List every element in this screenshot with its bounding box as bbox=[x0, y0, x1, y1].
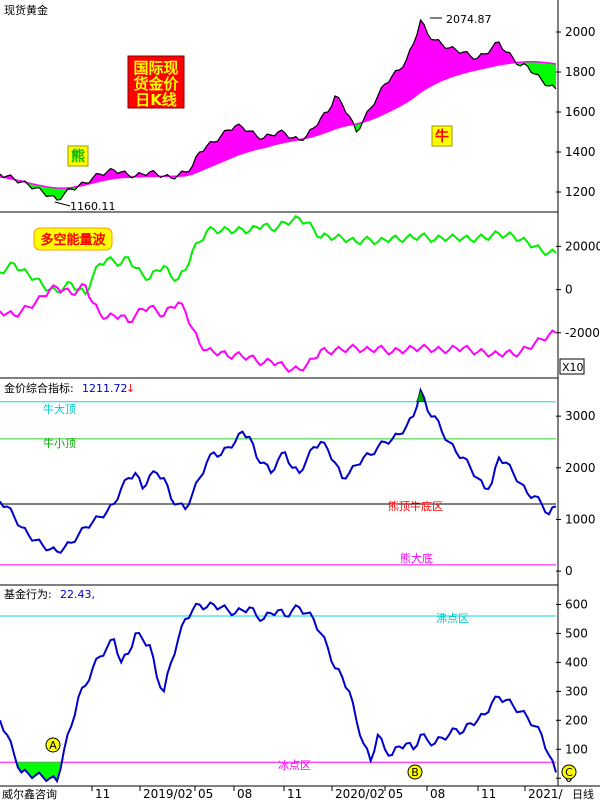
energy-pane: 多空能量波 20000 0 -20000 X10 bbox=[0, 214, 600, 375]
fund-behavior-line bbox=[0, 601, 557, 784]
bear-bottom-label: 熊顶牛底区 bbox=[388, 499, 443, 513]
x-tick-label: 2021/ bbox=[528, 787, 564, 800]
x-tick-label: 11 bbox=[481, 787, 496, 800]
axis-tick-label: 200 bbox=[565, 713, 588, 727]
axis-tick-label: 100 bbox=[565, 742, 588, 756]
axis-tick-label: 1200 bbox=[565, 185, 596, 199]
axis-tick-label: 1600 bbox=[565, 105, 596, 119]
index-value: 1211.72 bbox=[82, 382, 128, 395]
x-axis: 威尔鑫咨询 11 2019/02 05 08 11 2020/02 05 08 11 2021/ … bbox=[2, 786, 594, 800]
x-tick-label: 2020/02 bbox=[335, 787, 385, 800]
bull-label: 牛 bbox=[435, 128, 449, 145]
index-axis: 3000 2000 1000 0 bbox=[556, 409, 596, 578]
fund-value: 22.43, bbox=[60, 588, 95, 601]
marker-c: C bbox=[561, 764, 577, 780]
price-line bbox=[0, 18, 557, 201]
x-tick-label: 11 bbox=[95, 787, 110, 800]
period-label: 日线 bbox=[572, 787, 594, 800]
bear-energy-line bbox=[0, 283, 557, 374]
axis-tick-label: 0 bbox=[565, 283, 573, 297]
x-axis-ticks: 11 2019/02 05 08 11 2020/02 05 08 11 2021/ bbox=[91, 786, 564, 800]
axis-tick-label: 1800 bbox=[565, 65, 596, 79]
bull-badge: 牛 bbox=[431, 125, 453, 147]
fund-reference-lines bbox=[0, 615, 556, 763]
unit-box bbox=[559, 358, 585, 375]
axis-tick-label: -20000 bbox=[565, 326, 600, 340]
fund-axis: 6005004003002001000 bbox=[556, 597, 588, 785]
x-tick-label: 11 bbox=[287, 787, 302, 800]
cold-zone-label: 冰点区 bbox=[278, 759, 311, 772]
min-price-label: 1160.11 bbox=[70, 200, 116, 213]
x-tick-label: 05 bbox=[198, 787, 213, 800]
x-tick-label: 08 bbox=[430, 787, 445, 800]
bull-top-label: 牛大顶 bbox=[43, 402, 76, 416]
price-pane: 现货黄金 1200 1400 1600 1800 2000 2074.87 1160.1… bbox=[0, 3, 596, 213]
title-badge-line-3: 日K线 bbox=[135, 91, 177, 109]
axis-tick-label: 2000 bbox=[565, 461, 596, 475]
footer-brand: 威尔鑫咨询 bbox=[2, 787, 57, 800]
unit-label: X10 bbox=[562, 361, 584, 374]
energy-badge-label: 多空能量波 bbox=[40, 232, 106, 248]
axis-tick-label: 1000 bbox=[565, 512, 596, 526]
moving-average-line bbox=[0, 61, 557, 189]
axis-tick-label: 20000 bbox=[565, 239, 600, 253]
title-badge-line-1: 国际现 bbox=[133, 59, 178, 77]
bear-badge: 熊 bbox=[67, 145, 89, 167]
down-arrow-icon: ↓ bbox=[126, 382, 135, 395]
axis-tick-label: 3000 bbox=[565, 409, 596, 423]
max-price-label: 2074.87 bbox=[446, 13, 492, 26]
x-tick-label: 08 bbox=[237, 787, 252, 800]
svg-text:A: A bbox=[49, 739, 57, 752]
energy-badge: 多空能量波 bbox=[33, 227, 113, 251]
x-tick-label: 05 bbox=[388, 787, 403, 800]
instrument-title: 现货黄金 bbox=[4, 3, 48, 17]
x-tick-label: 2019/02 bbox=[143, 787, 193, 800]
bear-label: 熊 bbox=[71, 148, 85, 165]
bull-energy-line bbox=[0, 214, 557, 296]
boil-zone-label: 沸点区 bbox=[436, 612, 469, 625]
axis-tick-label: 300 bbox=[565, 684, 588, 698]
title-badge: 国际现 货金价 日K线 bbox=[127, 55, 185, 109]
axis-tick-label: 400 bbox=[565, 655, 588, 669]
marker-b: B bbox=[407, 764, 423, 780]
marker-a: A bbox=[45, 737, 61, 753]
index-peak-marker bbox=[416, 389, 425, 402]
title-badge-line-2: 货金价 bbox=[133, 75, 179, 93]
axis-tick-label: 2000 bbox=[565, 25, 596, 39]
price-axis: 1200 1400 1600 1800 2000 bbox=[556, 25, 596, 199]
index-name: 金价综合指标: bbox=[4, 381, 74, 395]
gold-index-line bbox=[0, 387, 557, 554]
bear-big-bottom-label: 熊大底 bbox=[400, 551, 433, 565]
fund-pane: 基金行为: 22.43, 6005004003002001000 沸点区 冰点区… bbox=[0, 587, 588, 785]
axis-tick-label: 600 bbox=[565, 597, 588, 611]
axis-tick-label: 500 bbox=[565, 626, 588, 640]
energy-axis: 20000 0 -20000 bbox=[556, 239, 600, 340]
fund-name: 基金行为: bbox=[4, 587, 52, 601]
index-reference-lines bbox=[0, 401, 556, 566]
min-leader bbox=[54, 201, 71, 207]
axis-tick-label: 0 bbox=[565, 564, 573, 578]
svg-text:B: B bbox=[411, 766, 419, 779]
axis-tick-label: 1400 bbox=[565, 145, 596, 159]
svg-text:C: C bbox=[565, 766, 573, 779]
bull-small-top-label: 牛小顶 bbox=[43, 436, 76, 450]
